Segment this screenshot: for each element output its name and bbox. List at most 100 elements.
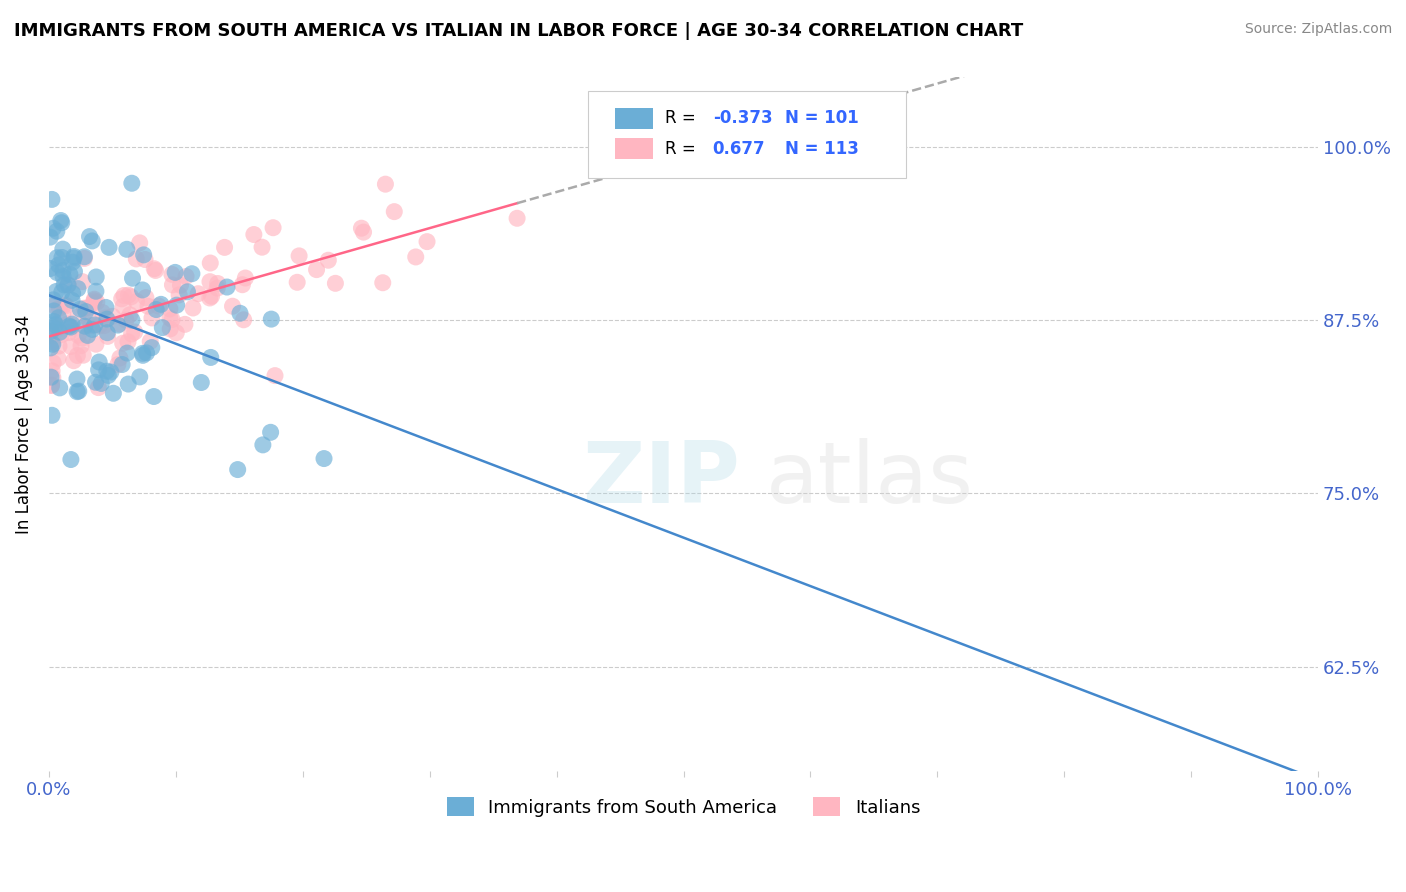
Point	[83, 293, 105, 308]
Point	[159, 311, 181, 326]
Point	[59, 268, 82, 282]
Point	[118, 308, 141, 322]
Point	[214, 240, 236, 254]
Text: R =: R =	[665, 110, 700, 128]
Point	[66, 310, 89, 324]
Point	[69, 301, 91, 316]
Point	[87, 363, 110, 377]
Point	[52, 307, 75, 321]
Point	[41, 193, 63, 207]
Point	[51, 285, 73, 299]
Text: 0.677: 0.677	[713, 140, 765, 158]
Point	[39, 329, 62, 343]
Point	[59, 320, 82, 334]
Point	[82, 234, 104, 248]
Text: N = 101: N = 101	[785, 110, 859, 128]
Y-axis label: In Labor Force | Age 30-34: In Labor Force | Age 30-34	[15, 315, 32, 533]
Point	[67, 328, 90, 343]
Point	[42, 293, 65, 307]
Point	[89, 355, 111, 369]
Point	[115, 242, 138, 256]
Point	[162, 277, 184, 292]
Point	[76, 301, 98, 315]
Point	[128, 370, 150, 384]
Point	[39, 261, 62, 276]
Point	[83, 295, 105, 310]
Point	[90, 376, 112, 391]
Point	[108, 351, 131, 365]
Point	[48, 381, 70, 395]
Point	[45, 285, 67, 299]
Point	[174, 318, 197, 332]
Text: R =: R =	[665, 140, 700, 158]
Point	[125, 294, 148, 309]
Point	[62, 286, 84, 301]
Point	[66, 282, 89, 296]
Point	[86, 295, 108, 310]
Point	[42, 314, 65, 328]
Point	[42, 370, 65, 384]
Point	[73, 301, 96, 316]
Point	[84, 285, 107, 299]
Point	[93, 318, 115, 333]
Point	[80, 318, 103, 333]
Point	[66, 384, 89, 399]
Point	[70, 339, 93, 353]
Point	[107, 358, 129, 372]
Point	[62, 255, 84, 269]
Point	[67, 384, 90, 398]
Point	[41, 334, 63, 349]
Point	[353, 225, 375, 239]
Point	[159, 301, 181, 316]
Point	[198, 291, 221, 305]
Point	[53, 277, 76, 292]
Text: Source: ZipAtlas.com: Source: ZipAtlas.com	[1244, 22, 1392, 37]
Point	[136, 299, 159, 313]
Point	[207, 281, 229, 295]
FancyBboxPatch shape	[614, 108, 654, 128]
Point	[318, 253, 340, 268]
Point	[405, 250, 427, 264]
Point	[250, 240, 273, 254]
Point	[115, 313, 138, 327]
Point	[143, 261, 166, 276]
Point	[73, 252, 96, 266]
Point	[145, 302, 167, 317]
Point	[58, 319, 80, 334]
Point	[142, 390, 165, 404]
Point	[48, 258, 70, 272]
Legend: Immigrants from South America, Italians: Immigrants from South America, Italians	[440, 790, 928, 824]
Point	[221, 299, 243, 313]
Point	[48, 301, 70, 315]
Point	[53, 298, 76, 312]
Point	[72, 275, 94, 289]
FancyBboxPatch shape	[588, 91, 905, 178]
Point	[48, 326, 70, 340]
Point	[87, 381, 110, 395]
Point	[103, 386, 125, 401]
Point	[235, 271, 257, 285]
Point	[181, 301, 204, 315]
Point	[167, 288, 190, 302]
Point	[84, 270, 107, 285]
Point	[121, 313, 143, 327]
Point	[166, 298, 188, 312]
Point	[63, 251, 86, 265]
Point	[49, 213, 72, 227]
Point	[111, 336, 134, 351]
Point	[72, 348, 94, 362]
Point	[135, 346, 157, 360]
Point	[41, 378, 63, 392]
Point	[215, 280, 238, 294]
Point	[62, 353, 84, 368]
Point	[51, 251, 73, 265]
Point	[200, 351, 222, 365]
Point	[58, 277, 80, 292]
Point	[84, 337, 107, 351]
Point	[48, 310, 70, 325]
FancyBboxPatch shape	[614, 138, 654, 160]
Point	[66, 349, 89, 363]
Point	[149, 297, 172, 311]
Point	[51, 327, 73, 342]
Point	[52, 269, 75, 284]
